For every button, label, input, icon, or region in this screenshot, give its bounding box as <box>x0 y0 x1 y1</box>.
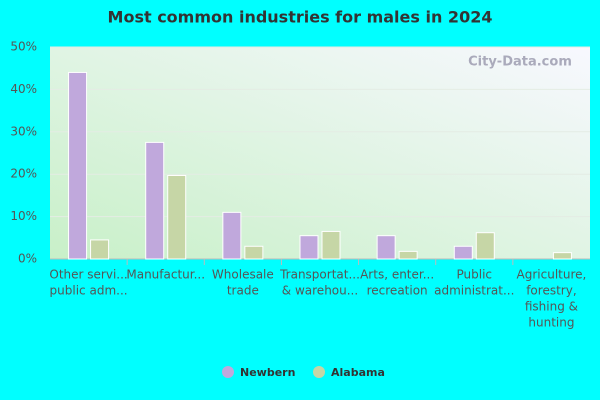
x-tick-label: Wholesale <box>212 268 274 282</box>
legend-label: Newbern <box>240 366 295 379</box>
watermark: City-Data.com <box>468 55 572 70</box>
y-tick-label: 10% <box>10 209 37 223</box>
chart-title: Most common industries for males in 2024 <box>108 8 493 27</box>
bar <box>90 239 110 260</box>
x-tick-label: Public <box>457 268 493 282</box>
bar <box>299 235 319 260</box>
bar <box>376 235 396 260</box>
bar <box>398 250 418 260</box>
x-tick-label: Manufactur... <box>126 268 205 282</box>
y-tick-label: 40% <box>10 82 37 96</box>
legend-label: Alabama <box>331 366 385 379</box>
bar <box>167 174 187 260</box>
bar <box>453 245 473 260</box>
bar <box>145 141 165 260</box>
y-tick-label: 20% <box>10 167 37 181</box>
x-tick-label: administrat... <box>434 284 514 298</box>
plot-area <box>50 47 590 259</box>
x-tick-label: Arts, enter... <box>360 268 434 282</box>
bar <box>552 252 572 260</box>
y-tick-label: 50% <box>10 40 37 54</box>
legend-marker <box>313 366 325 378</box>
x-tick-label: Other servi... <box>49 268 127 282</box>
bar <box>321 230 341 260</box>
bar <box>475 232 495 260</box>
x-tick-label: Agriculture, <box>517 268 587 282</box>
x-tick-label: & warehou... <box>282 284 358 298</box>
x-tick-label: forestry, <box>526 284 576 298</box>
x-tick-label: public adm... <box>50 284 128 298</box>
x-tick-label: Transportat... <box>279 268 360 282</box>
y-tick-label: 30% <box>10 124 37 138</box>
bar <box>68 71 88 260</box>
x-tick-label: trade <box>227 284 259 298</box>
x-tick-label: fishing & <box>525 300 578 314</box>
x-tick-label: recreation <box>367 284 428 298</box>
y-tick-label: 0% <box>18 252 37 266</box>
bar <box>244 245 264 260</box>
legend-marker <box>222 366 234 378</box>
bar <box>222 211 242 260</box>
x-tick-label: hunting <box>528 316 574 330</box>
